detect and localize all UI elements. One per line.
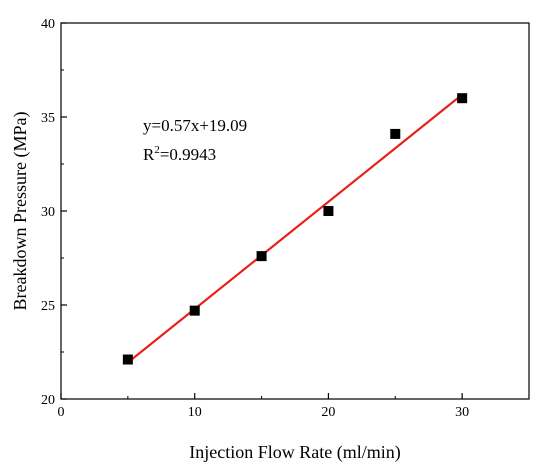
fit-layer — [127, 93, 463, 364]
x-tick-label: 30 — [455, 405, 469, 420]
y-tick-label: 35 — [41, 111, 55, 126]
data-point — [189, 305, 200, 316]
axes-layer: 0 10 20 30 20 25 30 35 40 — [41, 17, 530, 420]
y-axis-label: Breakdown Pressure (MPa) — [10, 112, 31, 311]
r-squared-superscript: 2 — [154, 144, 160, 156]
r-squared-value: =0.9943 — [160, 145, 216, 164]
fit-equation-label: y=0.57x+19.09 — [143, 116, 247, 135]
label-layer: Injection Flow Rate (ml/min) Breakdown P… — [10, 112, 401, 463]
y-tick-label: 40 — [41, 17, 55, 32]
x-axis-label: Injection Flow Rate (ml/min) — [189, 442, 400, 463]
y-tick-label: 25 — [41, 299, 55, 314]
data-point — [457, 93, 468, 104]
x-tick-label: 20 — [321, 405, 335, 420]
plot-frame — [60, 22, 530, 400]
x-tick-label: 10 — [188, 405, 202, 420]
marker-layer — [122, 93, 468, 365]
y-tick-label: 30 — [41, 205, 55, 220]
x-tick-label: 0 — [58, 405, 65, 420]
fit-line — [127, 93, 463, 364]
data-point — [256, 251, 267, 262]
y-tick-label: 20 — [41, 393, 55, 408]
data-point — [390, 128, 401, 139]
data-point — [122, 354, 133, 365]
data-point — [323, 206, 334, 216]
r-squared-label: R2=0.9943 — [143, 144, 216, 164]
r-squared-prefix: R — [143, 145, 155, 164]
